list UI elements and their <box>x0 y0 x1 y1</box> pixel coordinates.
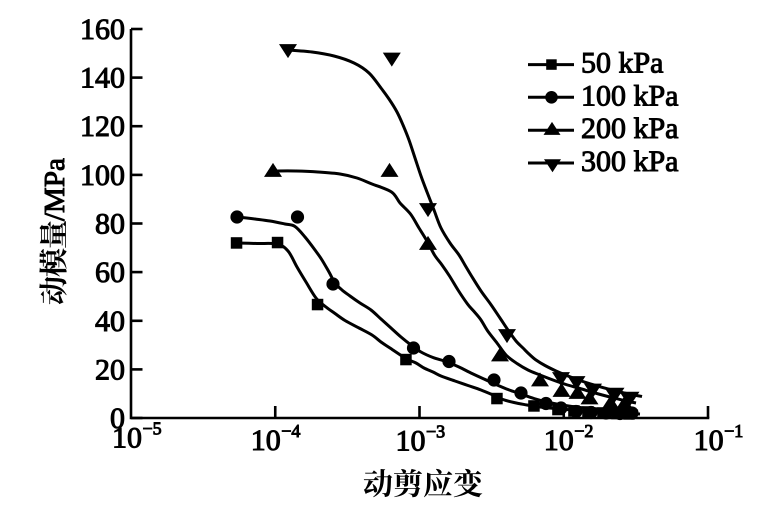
svg-text:200 kPa: 200 kPa <box>581 112 679 145</box>
svg-text:120: 120 <box>80 110 125 143</box>
svg-text:/MPa: /MPa <box>39 158 71 221</box>
svg-text:−3: −3 <box>426 422 445 442</box>
svg-text:−5: −5 <box>143 419 162 439</box>
svg-text:10: 10 <box>251 424 281 457</box>
svg-text:10: 10 <box>112 422 142 455</box>
svg-text:20: 20 <box>95 353 125 386</box>
svg-text:−1: −1 <box>724 421 743 441</box>
svg-text:60: 60 <box>95 256 125 289</box>
svg-text:300 kPa: 300 kPa <box>581 145 679 178</box>
svg-text:−2: −2 <box>574 421 593 441</box>
svg-text:0: 0 <box>110 402 125 435</box>
svg-text:100: 100 <box>80 159 125 192</box>
svg-text:10: 10 <box>694 424 724 457</box>
svg-text:40: 40 <box>95 305 125 338</box>
svg-text:160: 160 <box>80 13 125 46</box>
svg-text:−4: −4 <box>281 421 300 441</box>
svg-text:10: 10 <box>396 425 426 458</box>
svg-text:140: 140 <box>80 62 125 95</box>
svg-text:10: 10 <box>544 424 574 457</box>
svg-text:100 kPa: 100 kPa <box>581 79 679 112</box>
svg-text:80: 80 <box>95 208 125 241</box>
svg-text:50 kPa: 50 kPa <box>581 47 664 80</box>
